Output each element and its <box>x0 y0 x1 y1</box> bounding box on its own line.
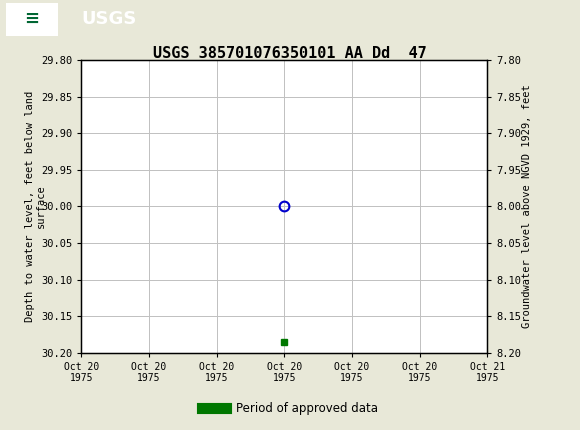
Bar <box>6 3 58 36</box>
Y-axis label: Depth to water level, feet below land
surface: Depth to water level, feet below land su… <box>24 91 46 322</box>
Text: ≡: ≡ <box>24 10 39 28</box>
Y-axis label: Groundwater level above NGVD 1929, feet: Groundwater level above NGVD 1929, feet <box>522 85 532 328</box>
Text: USGS: USGS <box>81 10 136 28</box>
Text: USGS 385701076350101 AA Dd  47: USGS 385701076350101 AA Dd 47 <box>153 46 427 61</box>
Legend: Period of approved data: Period of approved data <box>198 397 382 420</box>
